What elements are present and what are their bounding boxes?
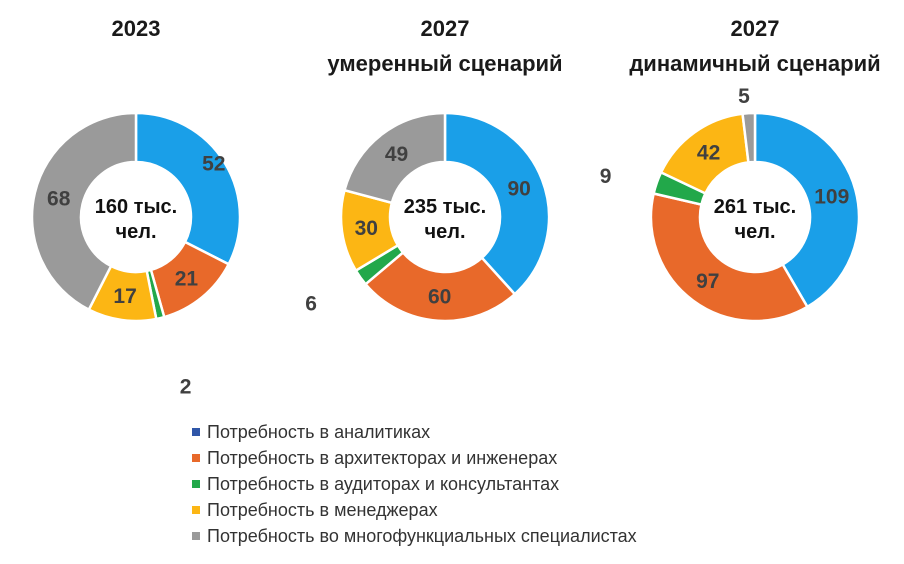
donut-segment (30, 111, 138, 312)
center-total-label: 235 тыс. (404, 196, 486, 218)
donut-segment (443, 111, 551, 296)
donut-segment (649, 192, 810, 323)
data-label: 68 (47, 187, 71, 210)
chart-title: динамичный сценарий (629, 51, 880, 76)
data-label: 21 (175, 267, 199, 290)
legend-swatch (192, 480, 200, 488)
legend-label: Потребность в менеджерах (207, 499, 438, 520)
donut-segment (741, 111, 757, 164)
center-total-label: чел. (116, 221, 157, 243)
legend-swatch (192, 532, 200, 540)
center-total-label: чел. (735, 221, 776, 243)
data-label: 49 (385, 143, 408, 166)
donut-segment (363, 250, 517, 323)
donut-segment (753, 111, 861, 309)
chart-title: 2023 (112, 16, 161, 41)
data-label: 109 (814, 185, 849, 208)
legend: Потребность в аналитиках Потребность в а… (192, 419, 637, 549)
data-label: 17 (113, 285, 136, 308)
donut-hole (82, 163, 190, 271)
legend-label: Потребность в аудиторах и консультантах (207, 473, 560, 494)
donut-hole (701, 163, 809, 271)
data-label: 6 (305, 293, 317, 316)
data-label: 60 (428, 285, 451, 308)
data-label: 30 (355, 217, 378, 240)
legend-swatch (192, 506, 200, 514)
legend-label: Потребность во многофункциальных специал… (207, 525, 637, 546)
chart-title: умеренный сценарий (327, 51, 562, 76)
center-total-label: 160 тыс. (95, 196, 177, 218)
donut-segment (342, 111, 447, 205)
legend-item-architects: Потребность в архитекторах и инженерах (192, 445, 637, 471)
donut-segment (134, 111, 242, 266)
data-label: 5 (738, 85, 750, 108)
data-label: 52 (202, 152, 225, 175)
legend-label: Потребность в аналитиках (207, 421, 431, 442)
legend-item-auditors: Потребность в аудиторах и консультантах (192, 471, 637, 497)
data-label: 97 (696, 270, 719, 293)
center-total-label: 261 тыс. (714, 196, 796, 218)
chart-title: 2027 (731, 16, 780, 41)
data-label: 90 (508, 177, 531, 200)
legend-item-managers: Потребность в менеджерах (192, 497, 637, 523)
donut-hole (391, 163, 499, 271)
center-total-label: чел. (425, 221, 466, 243)
legend-item-multifunctional: Потребность во многофункциальных специал… (192, 523, 637, 549)
data-label: 2 (180, 376, 192, 399)
data-label: 42 (697, 141, 720, 164)
legend-label: Потребность в архитекторах и инженерах (207, 447, 558, 468)
legend-swatch (192, 428, 200, 436)
legend-item-analysts: Потребность в аналитиках (192, 419, 637, 445)
legend-swatch (192, 454, 200, 462)
chart-title: 2027 (421, 16, 470, 41)
data-label: 9 (600, 165, 612, 188)
